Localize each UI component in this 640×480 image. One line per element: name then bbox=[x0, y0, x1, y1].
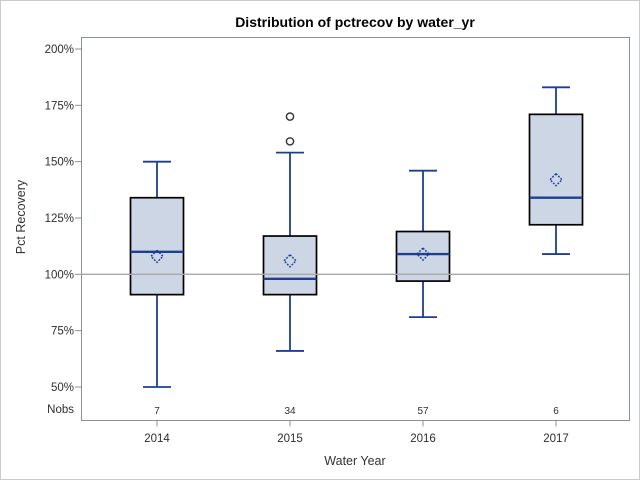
iqr-box bbox=[262, 235, 318, 296]
chart-title: Distribution of pctrecov by water_yr bbox=[235, 14, 475, 30]
y-tick-label: 50% bbox=[51, 382, 74, 394]
y-tick-label: 175% bbox=[45, 100, 74, 112]
x-tick-label: 2015 bbox=[277, 433, 303, 445]
nobs-value: 6 bbox=[553, 406, 559, 417]
iqr-box bbox=[528, 113, 584, 226]
mean-diamond-marker bbox=[149, 249, 165, 264]
mean-diamond-marker bbox=[282, 253, 298, 268]
mean-diamond-marker bbox=[415, 246, 431, 262]
outlier-marker bbox=[285, 112, 295, 121]
y-tick-label: 75% bbox=[51, 326, 74, 338]
y-tick-label: 200% bbox=[45, 44, 74, 56]
nobs-value: 7 bbox=[154, 406, 160, 417]
outlier-marker bbox=[285, 137, 295, 146]
plot-wall bbox=[81, 37, 630, 421]
mean-diamond-marker bbox=[548, 172, 564, 187]
x-axis-title: Water Year bbox=[324, 454, 386, 468]
y-tick-label: 125% bbox=[45, 213, 74, 225]
y-tick-label: 150% bbox=[45, 157, 74, 169]
nobs-value: 34 bbox=[284, 406, 296, 417]
x-tick-label: 2017 bbox=[543, 433, 569, 445]
x-tick-label: 2016 bbox=[410, 433, 436, 445]
y-tick-label: 100% bbox=[45, 269, 74, 281]
nobs-row-label: Nobs bbox=[47, 404, 74, 416]
iqr-box bbox=[129, 196, 185, 296]
iqr-box bbox=[395, 230, 451, 282]
nobs-value: 57 bbox=[417, 406, 429, 417]
x-tick-label: 2014 bbox=[144, 433, 170, 445]
